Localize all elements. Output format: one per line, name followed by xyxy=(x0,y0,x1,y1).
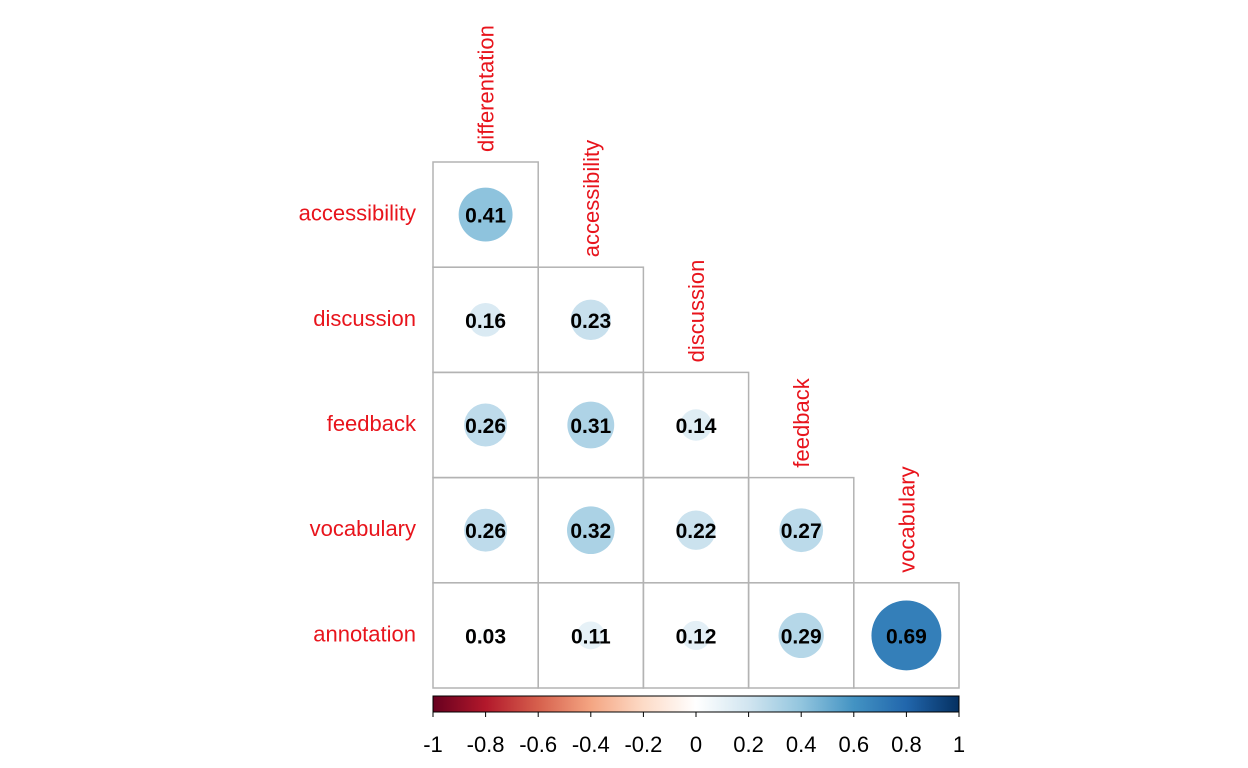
circle-annotation-feedback xyxy=(778,612,824,659)
colorbar-tick-label: 0.8 xyxy=(891,732,922,757)
column-labels: differentation accessibility discussion fee… xyxy=(474,25,920,573)
row-label-annotation: annotation xyxy=(313,621,416,646)
colorbar-tick-label: 1 xyxy=(953,732,965,757)
circle-vocabulary-differentation xyxy=(464,508,508,552)
circle-annotation-differentation xyxy=(478,628,493,643)
column-label-feedback: feedback xyxy=(789,377,814,467)
colorbar-tick-label: 0.4 xyxy=(786,732,817,757)
value-feedback-differentation: 0.26 xyxy=(465,415,506,438)
column-label-accessibility: accessibility xyxy=(579,140,604,257)
colorbar: -1 -0.8 -0.6 -0.4 -0.2 0 0.2 0.4 0.6 0.8 1 xyxy=(423,695,965,757)
circle-annotation-accessibility xyxy=(576,621,605,650)
circle-annotation-vocabulary xyxy=(871,600,942,671)
colorbar-tick-label: -0.6 xyxy=(519,732,557,757)
value-annotation-vocabulary: 0.69 xyxy=(886,625,927,648)
row-label-feedback: feedback xyxy=(327,411,417,436)
circle-feedback-accessibility xyxy=(567,401,615,449)
value-annotation-differentation: 0.03 xyxy=(465,625,506,648)
column-label-differentation: differentation xyxy=(474,25,499,152)
row-label-discussion: discussion xyxy=(313,306,416,331)
value-labels: 0.41 0.16 0.23 0.26 0.31 0.14 0.26 0.32 0.22 0.27… xyxy=(465,205,927,649)
colorbar-tick-label: -0.4 xyxy=(572,732,610,757)
colorbar-tick-label: -0.2 xyxy=(624,732,662,757)
circle-annotation-discussion xyxy=(681,620,711,650)
value-discussion-accessibility: 0.23 xyxy=(570,310,611,333)
row-labels: accessibility discussion feedback vocabular… xyxy=(299,201,417,647)
colorbar-tick-label: -0.8 xyxy=(467,732,505,757)
circle-discussion-differentation xyxy=(468,302,503,337)
circle-vocabulary-feedback xyxy=(779,508,824,553)
circle-discussion-accessibility xyxy=(570,299,611,340)
circle-feedback-differentation xyxy=(464,403,508,447)
column-label-discussion: discussion xyxy=(684,260,709,363)
colorbar-tick-label: 0.6 xyxy=(839,732,870,757)
value-accessibility-differentation: 0.41 xyxy=(465,205,506,228)
cell-grid xyxy=(432,161,960,689)
value-feedback-accessibility: 0.31 xyxy=(570,415,611,438)
value-annotation-feedback: 0.29 xyxy=(781,625,822,648)
value-vocabulary-accessibility: 0.32 xyxy=(570,520,611,543)
circle-layer xyxy=(458,187,942,671)
cell-annotation-vocabulary xyxy=(853,582,960,689)
colorbar-gradient xyxy=(432,695,960,713)
value-vocabulary-differentation: 0.26 xyxy=(465,520,506,543)
circle-vocabulary-discussion xyxy=(676,510,716,550)
column-label-vocabulary: vocabulary xyxy=(894,466,919,572)
colorbar-tick-label: 0.2 xyxy=(733,732,764,757)
value-annotation-accessibility: 0.11 xyxy=(571,625,611,648)
colorbar-tick-label: 0 xyxy=(690,732,702,757)
circle-accessibility-differentation xyxy=(458,187,513,242)
value-annotation-discussion: 0.12 xyxy=(676,625,717,648)
value-vocabulary-discussion: 0.22 xyxy=(676,520,717,543)
circle-feedback-discussion xyxy=(680,409,712,441)
row-label-vocabulary: vocabulary xyxy=(310,516,416,541)
value-discussion-differentation: 0.16 xyxy=(465,310,506,333)
row-label-accessibility: accessibility xyxy=(299,201,416,226)
circle-vocabulary-accessibility xyxy=(566,506,615,555)
value-vocabulary-feedback: 0.27 xyxy=(781,520,822,543)
value-feedback-discussion: 0.14 xyxy=(676,415,717,438)
colorbar-tick-label: -1 xyxy=(423,732,443,757)
